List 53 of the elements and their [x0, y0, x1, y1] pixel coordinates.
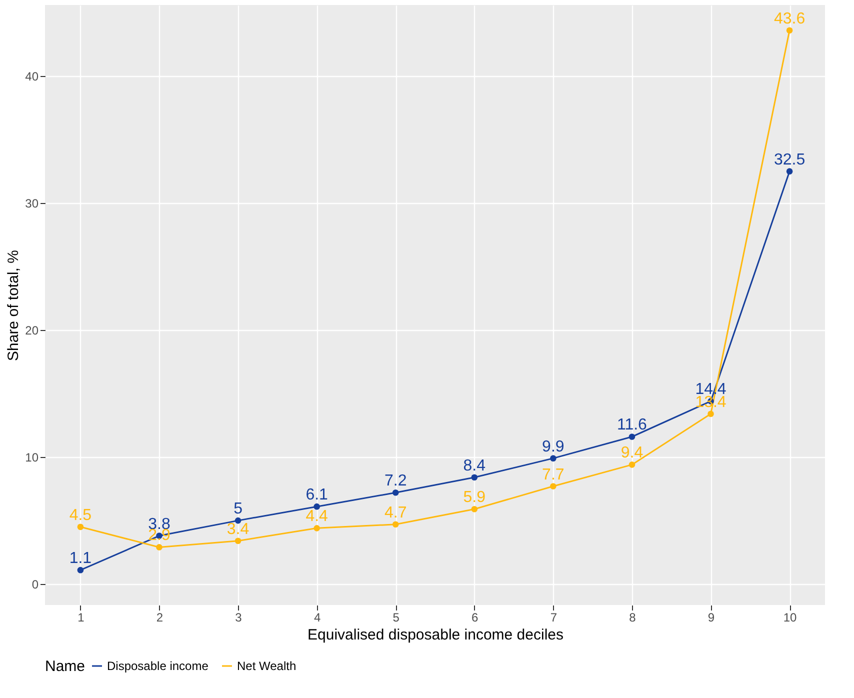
data-label: 7.2 — [384, 472, 407, 490]
data-label: 6.1 — [306, 486, 328, 504]
data-label: 4.7 — [384, 504, 407, 522]
data-label: 9.4 — [620, 444, 644, 462]
data-label: 11.6 — [616, 416, 648, 434]
x-tick-label: 3 — [235, 610, 242, 624]
legend-label: Disposable income — [107, 659, 209, 673]
data-label: 7.7 — [542, 466, 564, 484]
data-label: 8.4 — [463, 457, 486, 474]
point — [314, 503, 320, 510]
point — [628, 434, 636, 440]
legend-title: Name — [45, 658, 86, 675]
data-label: 4.5 — [69, 506, 92, 524]
x-axis-title: Equivalised disposable income deciles — [308, 626, 564, 644]
data-label: 4.4 — [306, 508, 328, 526]
point — [471, 474, 478, 481]
x-tick-label: 5 — [392, 610, 400, 624]
point — [708, 410, 714, 418]
x-tick-label: 8 — [629, 610, 636, 624]
y-tick-label: 30 — [25, 196, 39, 211]
y-axis-title: Share of total, % — [5, 250, 22, 361]
x-tick-label: 4 — [314, 610, 321, 624]
point — [77, 566, 84, 574]
data-label: 5.9 — [463, 489, 486, 506]
point — [77, 524, 84, 530]
point — [234, 538, 242, 544]
y-tick-label: 0 — [32, 578, 39, 592]
point — [786, 168, 793, 175]
point — [628, 462, 636, 468]
x-tick-label: 1 — [78, 610, 85, 624]
data-label: 9.9 — [542, 438, 564, 456]
data-label: 3.4 — [226, 520, 250, 538]
data-label: 5 — [234, 500, 243, 518]
point — [550, 455, 556, 462]
x-tick-label: 9 — [708, 610, 715, 624]
point — [786, 27, 793, 34]
point — [392, 521, 399, 528]
point — [314, 525, 320, 532]
data-label: 32.5 — [774, 151, 806, 168]
y-tick-label: 20 — [25, 324, 39, 338]
x-tick-label: 6 — [472, 610, 479, 624]
x-tick-label: 10 — [783, 610, 798, 624]
y-tick-label: 10 — [25, 450, 39, 465]
point — [392, 489, 399, 496]
point — [156, 544, 162, 550]
point — [550, 483, 556, 490]
point — [471, 506, 478, 512]
legend-label: Net Wealth — [237, 659, 296, 673]
y-tick-label: 40 — [25, 70, 39, 84]
x-tick-label: 7 — [550, 610, 558, 624]
data-label: 1.1 — [69, 550, 92, 568]
x-tick-label: 2 — [156, 610, 164, 624]
data-label: 43.6 — [774, 10, 806, 28]
